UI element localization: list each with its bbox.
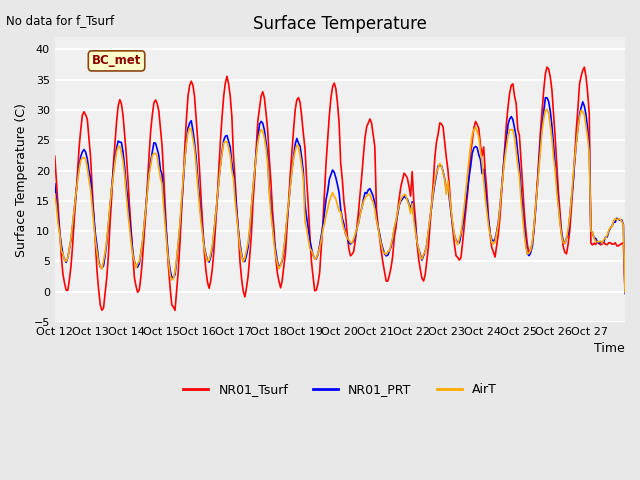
Text: BC_met: BC_met: [92, 54, 141, 67]
X-axis label: Time: Time: [595, 342, 625, 355]
Title: Surface Temperature: Surface Temperature: [253, 15, 427, 33]
Y-axis label: Surface Temperature (C): Surface Temperature (C): [15, 103, 28, 257]
Text: No data for f_Tsurf: No data for f_Tsurf: [6, 14, 115, 27]
Legend: NR01_Tsurf, NR01_PRT, AirT: NR01_Tsurf, NR01_PRT, AirT: [179, 378, 502, 401]
